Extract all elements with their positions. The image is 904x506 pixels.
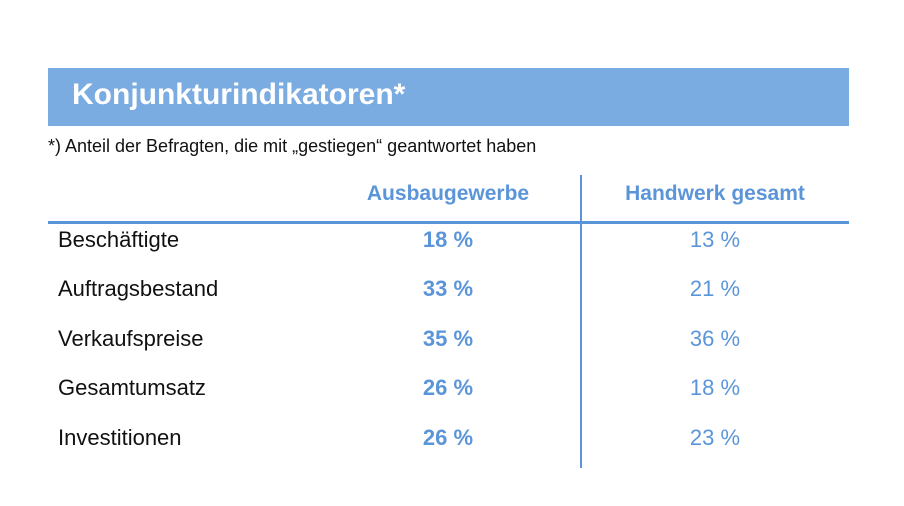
column-header-handwerk-gesamt: Handwerk gesamt: [625, 182, 805, 205]
value-ausbaugewerbe: 26 %: [422, 375, 474, 401]
value-handwerk-gesamt: 13 %: [689, 227, 741, 252]
row-label: Beschäftigte: [58, 227, 180, 252]
header-divider-line: [48, 221, 849, 224]
chart-title: Konjunkturindikatoren*: [72, 78, 406, 111]
value-handwerk-gesamt: 21 %: [689, 276, 741, 302]
title-bar: Konjunkturindikatoren*: [48, 68, 849, 126]
column-divider-line: [580, 175, 582, 468]
column-header-ausbaugewerbe: Ausbaugewerbe: [366, 182, 530, 205]
table-row: Beschäftigte 18 % 13 %: [48, 221, 849, 265]
row-label: Auftragsbestand: [58, 276, 219, 302]
table-row: Investitionen 26 % 23 %: [48, 419, 849, 463]
footnote: *) Anteil der Befragten, die mit „gestie…: [48, 136, 537, 156]
table-row: Verkaufspreise 35 % 36 %: [48, 320, 849, 364]
value-handwerk-gesamt: 23 %: [689, 424, 741, 450]
row-label: Verkaufspreise: [58, 325, 204, 351]
table-row: Auftragsbestand 33 % 21 %: [48, 270, 849, 314]
value-ausbaugewerbe: 33 %: [422, 276, 474, 302]
table-row: Gesamtumsatz 26 % 18 %: [48, 369, 849, 413]
row-label: Gesamtumsatz: [58, 375, 206, 401]
value-handwerk-gesamt: 36 %: [689, 325, 741, 351]
value-ausbaugewerbe: 26 %: [422, 424, 474, 450]
value-ausbaugewerbe: 18 %: [422, 227, 474, 252]
value-handwerk-gesamt: 18 %: [689, 375, 741, 401]
row-label: Investitionen: [58, 424, 182, 450]
value-ausbaugewerbe: 35 %: [422, 325, 474, 351]
